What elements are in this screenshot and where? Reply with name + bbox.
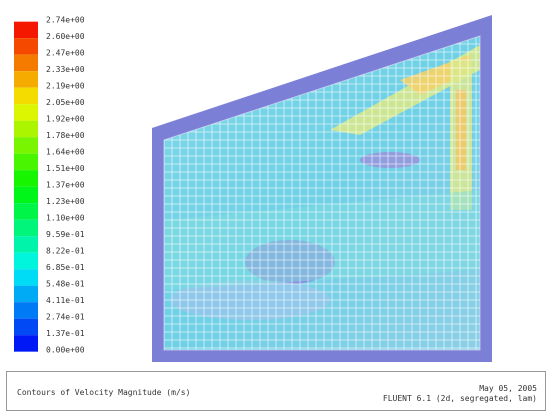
colorbar-label: 4.11e-01 (46, 296, 85, 305)
colorbar-swatch (14, 55, 38, 72)
colorbar-swatch (14, 71, 38, 88)
colorbar-label: 2.74e-01 (46, 313, 85, 322)
colorbar-label: 2.47e+00 (46, 49, 85, 58)
colorbar-label: 1.37e+00 (46, 181, 85, 190)
colorbar-swatch (14, 121, 38, 137)
colorbar-label: 1.23e+00 (46, 197, 85, 206)
colorbar-label: 8.22e-01 (46, 247, 85, 256)
colorbar-label: 2.60e+00 (46, 32, 85, 41)
date: May 05, 2005 (383, 384, 537, 394)
colorbar-swatch (14, 335, 38, 352)
colorbar-label: 2.19e+00 (46, 82, 85, 91)
colorbar-swatch (14, 203, 38, 220)
fluent-window: 2.74e+00 2.60e+00 2.47e+00 2.33e+00 2.19e+00… (0, 0, 554, 419)
colorbar-label: 1.51e+00 (46, 164, 85, 173)
colorbar-swatch (14, 22, 38, 39)
colorbar-swatch (14, 269, 38, 286)
colorbar-swatch (14, 154, 38, 171)
colorbar-label: 1.37e-01 (46, 329, 85, 338)
version: FLUENT 6.1 (2d, segregated, lam) (383, 394, 537, 404)
plot-info: May 05, 2005 FLUENT 6.1 (2d, segregated,… (383, 384, 537, 404)
colorbar-swatch (14, 137, 38, 154)
colorbar-label: 1.64e+00 (46, 148, 85, 157)
colorbar-label: 0.00e+00 (46, 346, 85, 355)
footer: Contours of Velocity Magnitude (m/s) May… (6, 371, 546, 411)
colorbar-swatch (14, 170, 38, 187)
colorbar-swatch (14, 38, 38, 55)
colorbar-label: 6.85e-01 (46, 263, 85, 272)
colorbar-label: 1.10e+00 (46, 214, 85, 223)
colorbar-swatch (14, 286, 38, 303)
colorbar-swatch (14, 253, 38, 270)
colorbar-swatch (14, 319, 38, 336)
colorbar-swatch (14, 302, 38, 319)
colorbar-swatch (14, 220, 38, 237)
colorbar-label: 2.74e+00 (46, 16, 85, 25)
colorbar-label: 2.05e+00 (46, 98, 85, 107)
colorbar-swatch (14, 104, 38, 121)
colorbar-swatch (14, 236, 38, 253)
colorbar-swatch (14, 187, 38, 204)
contour-plot: 2.74e+00 2.60e+00 2.47e+00 2.33e+00 2.19e+00… (0, 0, 554, 370)
colorbar-label: 1.78e+00 (46, 131, 85, 140)
colorbar-label: 9.59e-01 (46, 230, 85, 239)
colorbar: 2.74e+00 2.60e+00 2.47e+00 2.33e+00 2.19e+00… (14, 16, 85, 355)
colorbar-label: 5.48e-01 (46, 280, 85, 289)
colorbar-label: 2.33e+00 (46, 65, 85, 74)
colorbar-label: 1.92e+00 (46, 115, 85, 124)
plot-title: Contours of Velocity Magnitude (m/s) (17, 388, 190, 397)
colorbar-swatch (14, 88, 38, 105)
